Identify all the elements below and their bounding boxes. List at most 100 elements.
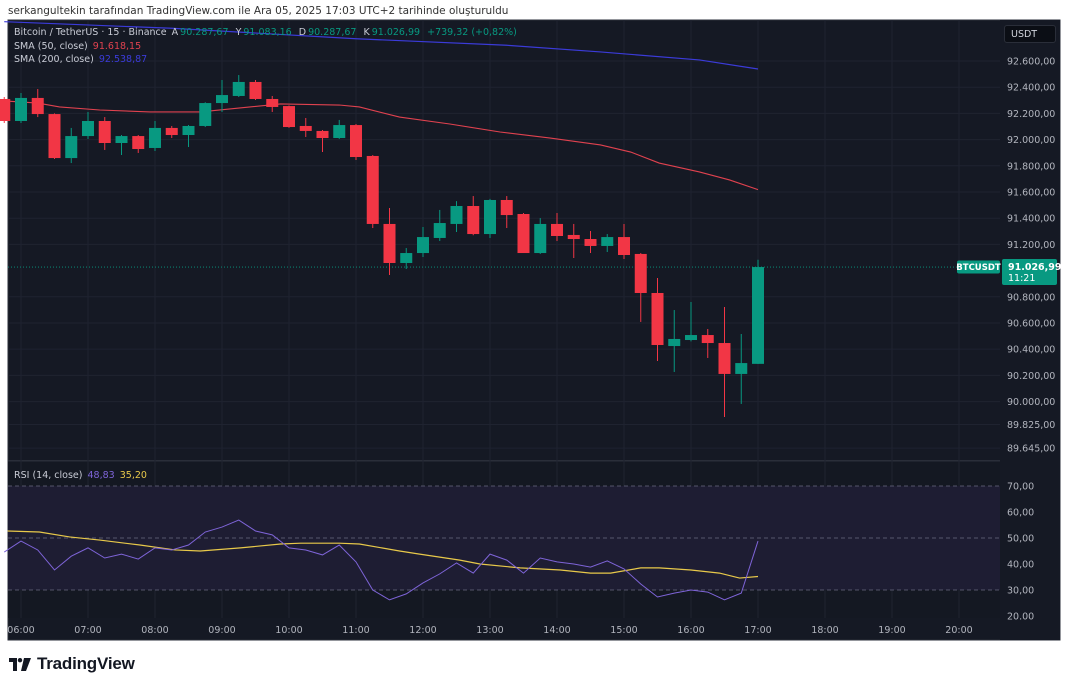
candle-body (467, 206, 480, 235)
axis-labels: 92.600,00 92.400,00 92.200,00 92.000,00 91.8… (7, 57, 1055, 637)
rsi-tick-label: 60,00 (1007, 508, 1034, 519)
price-tick-label: 89.645,00 (1007, 444, 1055, 455)
candle-body (366, 155, 379, 224)
candle-body (752, 267, 764, 364)
time-tick-label: 19:00 (878, 625, 905, 636)
candle-body (517, 213, 530, 254)
logo-text: TradingView (37, 654, 135, 673)
price-tick-label: 92.000,00 (1007, 135, 1055, 146)
candle-body (651, 292, 664, 345)
candle-body (115, 136, 128, 144)
last-price-value: 91.026,99 (1008, 262, 1062, 273)
rsi-tick-label: 30,00 (1007, 586, 1034, 597)
time-tick-label: 12:00 (409, 625, 436, 636)
price-tick-label: 92.200,00 (1007, 109, 1055, 120)
candle-body (618, 237, 630, 256)
rsi-ma-line (7, 530, 759, 579)
sma200-value: 92.538,87 (98, 54, 148, 65)
sma50-line (4, 100, 759, 191)
candle-body (701, 335, 714, 344)
candle-body (484, 199, 496, 235)
candle-body (0, 98, 11, 121)
candle-body (534, 223, 547, 254)
price-tick-label: 90.600,00 (1007, 318, 1055, 329)
candle-body (350, 125, 362, 158)
candle-body (31, 97, 44, 115)
candle-body (400, 253, 413, 263)
price-tick-label: 90.800,00 (1007, 292, 1055, 303)
sma50-label[interactable]: SMA (50, close) (14, 41, 88, 52)
time-tick-label: 09:00 (208, 625, 235, 636)
candle-body (668, 338, 681, 347)
sma50-value: 91.618,15 (92, 41, 142, 52)
price-tick-label: 89.825,00 (1007, 420, 1055, 431)
time-tick-label: 06:00 (7, 625, 34, 636)
price-layer (0, 21, 1000, 418)
candle-body (567, 234, 580, 240)
open-label: A (171, 27, 179, 38)
rsi-label[interactable]: RSI (14, close) (14, 470, 83, 481)
time-tick-label: 20:00 (945, 625, 972, 636)
candle-body (584, 239, 597, 246)
candle-body (199, 103, 212, 126)
close-label: K (363, 27, 370, 38)
candle-body (232, 81, 245, 96)
rsi-line (3, 519, 759, 601)
candle-body (216, 95, 228, 104)
symbol-tag: BTCUSDT (956, 263, 1001, 273)
candle-body (718, 343, 731, 374)
rsi-tick-label: 20.00 (1007, 612, 1034, 623)
candle-body (551, 223, 563, 237)
tradingview-logo-icon (9, 657, 31, 671)
sma200-label[interactable]: SMA (200, close) (14, 54, 94, 65)
candle-body (634, 253, 647, 293)
price-tick-label: 90.400,00 (1007, 345, 1055, 356)
candle-body (685, 335, 697, 341)
time-tick-label: 14:00 (543, 625, 570, 636)
symbol-name[interactable]: Bitcoin / TetherUS · 15 · Binance (14, 27, 167, 38)
high-label: Y (235, 27, 242, 38)
tradingview-logo[interactable]: TradingView (9, 654, 135, 674)
rsi-tick-label: 70,00 (1007, 482, 1034, 493)
rsi-layer (3, 485, 1000, 601)
pane-divider[interactable] (8, 460, 1060, 462)
candle-body (299, 125, 312, 131)
currency-button[interactable]: USDT (1004, 25, 1056, 43)
candle-body (65, 136, 78, 159)
price-tick-label: 90.200,00 (1007, 371, 1055, 382)
candle-body (601, 237, 614, 246)
price-tick-label: 91.800,00 (1007, 161, 1055, 172)
time-tick-label: 08:00 (141, 625, 168, 636)
price-tick-label: 92.600,00 (1007, 57, 1055, 68)
symbol-tag-bg (957, 260, 1000, 274)
candle-body (316, 130, 329, 139)
sma200-legend[interactable]: SMA (200, close) 92.538,87 (14, 54, 149, 65)
candle-body (500, 199, 513, 216)
low-label: D (298, 27, 307, 38)
open-value: 90.287,67 (180, 27, 229, 38)
high-value: 91.083,16 (243, 27, 292, 38)
low-value: 90.287,67 (308, 27, 357, 38)
chart-caption: serkangultekin tarafından TradingView.co… (8, 5, 509, 17)
time-tick-label: 17:00 (744, 625, 771, 636)
price-axis[interactable] (1000, 20, 1060, 640)
candle-body (383, 223, 396, 263)
rsi-legend[interactable]: RSI (14, close) 48,83 35,20 (14, 470, 149, 481)
candle-body (417, 237, 429, 254)
price-tick-label: 91.400,00 (1007, 214, 1055, 225)
candle-body (98, 120, 111, 144)
candle-body (735, 363, 748, 374)
candle-body (15, 97, 27, 121)
rsi-tick-label: 40,00 (1007, 560, 1034, 571)
time-tick-label: 18:00 (811, 625, 838, 636)
sma50-legend[interactable]: SMA (50, close) 91.618,15 (14, 41, 143, 52)
time-tick-label: 16:00 (677, 625, 704, 636)
symbol-legend[interactable]: Bitcoin / TetherUS · 15 · Binance A 90.28… (14, 27, 519, 38)
candle-body (333, 125, 346, 139)
rsi-ma-value: 35,20 (119, 470, 147, 481)
price-tick-label: 91.600,00 (1007, 187, 1055, 198)
candle-body (132, 136, 145, 150)
sma200-line (4, 21, 759, 70)
candle-body (266, 98, 279, 107)
